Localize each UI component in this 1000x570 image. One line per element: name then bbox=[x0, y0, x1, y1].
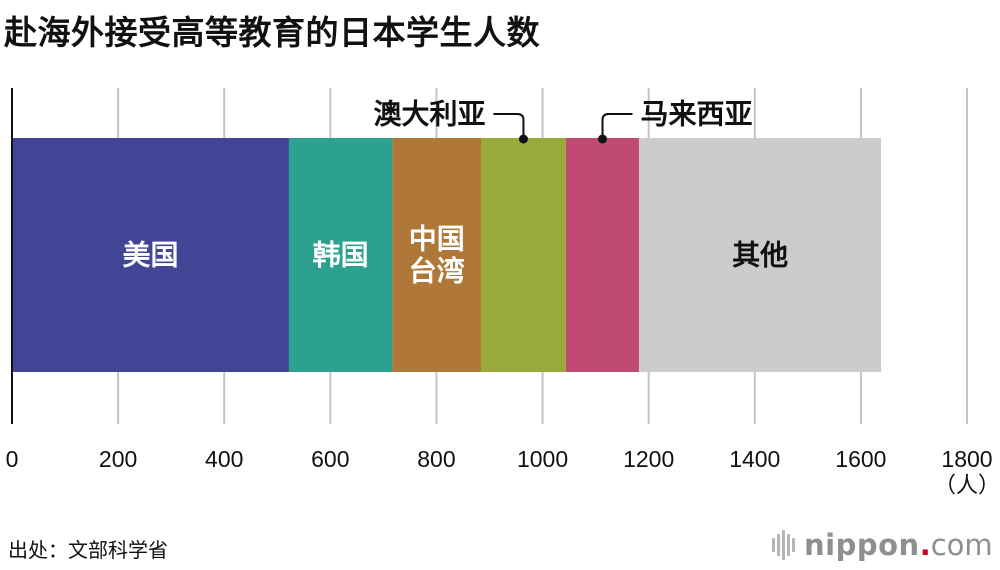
chart-title: 赴海外接受高等教育的日本学生人数 bbox=[4, 13, 540, 52]
logo-tld: com bbox=[930, 528, 993, 562]
x-tick-label: 1800 bbox=[941, 446, 992, 472]
logo-dot: . bbox=[919, 528, 931, 562]
callout-line bbox=[493, 113, 525, 139]
callout-dot bbox=[518, 134, 528, 144]
segment-label: 中国 bbox=[409, 223, 465, 256]
callout-label: 澳大利亚 bbox=[373, 98, 485, 131]
x-tick-label: 0 bbox=[6, 446, 19, 472]
source-note: 出处：文部科学省 bbox=[8, 538, 168, 562]
x-unit-label: （人） bbox=[934, 474, 1000, 499]
segment-label: 台湾 bbox=[409, 255, 465, 288]
segment-label: 韩国 bbox=[313, 239, 369, 272]
x-tick-label: 200 bbox=[99, 446, 137, 472]
bar-segment bbox=[481, 138, 566, 372]
bar-segment bbox=[565, 138, 640, 372]
bar-segment bbox=[12, 138, 289, 372]
segment-label: 美国 bbox=[122, 239, 178, 272]
bar-segment bbox=[392, 138, 482, 372]
nippon-logo: nippon. com bbox=[772, 527, 993, 563]
x-tick-label: 1000 bbox=[517, 446, 568, 472]
x-tick-label: 800 bbox=[417, 446, 455, 472]
x-tick-label: 600 bbox=[311, 446, 349, 472]
bar-segment bbox=[639, 138, 882, 372]
x-tick-label: 400 bbox=[205, 446, 243, 472]
x-tick-label: 1600 bbox=[835, 446, 886, 472]
bar-segment bbox=[288, 138, 393, 372]
callout-dot bbox=[598, 134, 608, 144]
segment-label: 其他 bbox=[732, 239, 788, 272]
logo-bars-icon bbox=[772, 530, 795, 560]
callout-line bbox=[601, 113, 633, 139]
x-tick-label: 1200 bbox=[623, 446, 674, 472]
logo-name: nippon bbox=[804, 528, 920, 562]
callout-label: 马来西亚 bbox=[641, 98, 753, 131]
x-tick-label: 1400 bbox=[729, 446, 780, 472]
